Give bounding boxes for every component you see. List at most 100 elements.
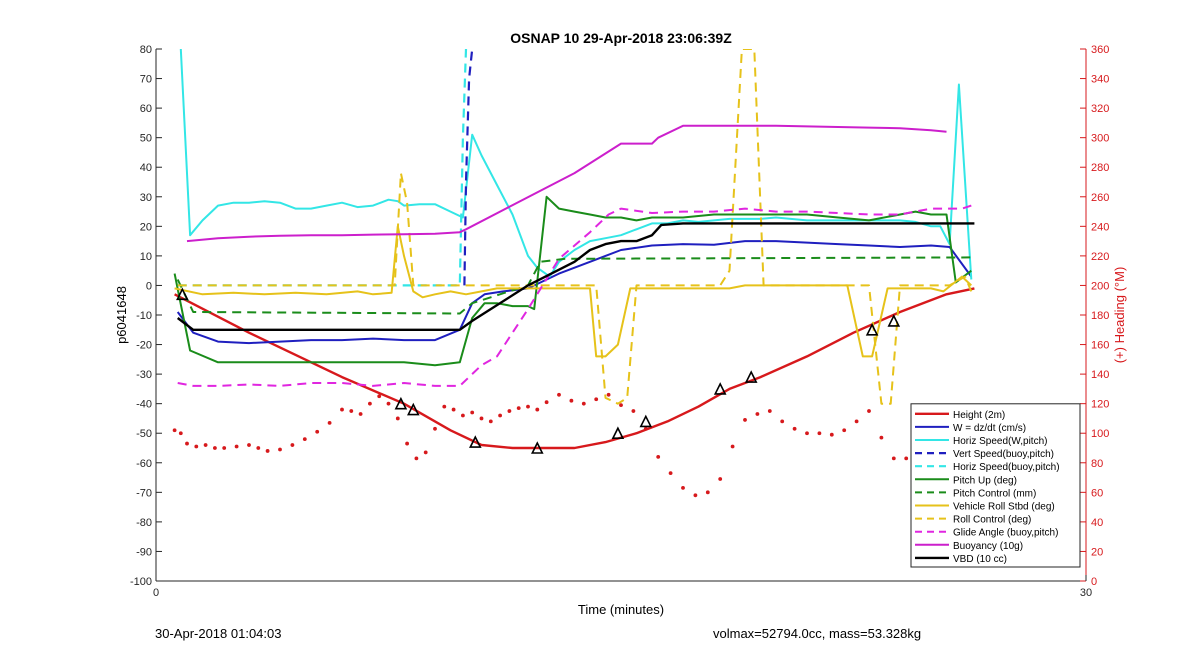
- y-tick-label-right: 140: [1091, 369, 1109, 381]
- y-tick-label-right: 60: [1091, 487, 1103, 499]
- y-tick-label-left: 10: [140, 251, 152, 263]
- heading-point: [535, 407, 540, 412]
- heading-point: [278, 447, 282, 452]
- legend-label-pitch-control-mm: Pitch Control (mm): [953, 488, 1036, 499]
- y-tick-label-left: 20: [140, 221, 152, 233]
- y-tick-label-right: 20: [1091, 546, 1103, 558]
- height-marker: [611, 426, 625, 440]
- y-tick-label-left: 30: [140, 192, 152, 204]
- y-tick-label-left: 0: [146, 280, 152, 292]
- heading-point: [315, 429, 320, 434]
- height-marker: [639, 414, 653, 428]
- heading-point: [451, 407, 456, 412]
- series-line-vbd-10-cc: [176, 222, 975, 331]
- heading-point: [213, 446, 217, 450]
- series-line-vehicle-roll-stbd-deg: [174, 225, 972, 358]
- heading-point: [867, 409, 871, 413]
- heading-point: [302, 437, 307, 442]
- y-tick-label-right: 160: [1091, 340, 1109, 352]
- legend-label-roll-control-deg: Roll Control (deg): [953, 515, 1031, 526]
- legend-label-horiz-speed-buoy-pitch: Horiz Speed(buoy,pitch): [953, 462, 1060, 473]
- heading-point: [755, 412, 760, 416]
- heading-point: [705, 490, 710, 495]
- series-line-buoyancy-10g: [186, 124, 947, 243]
- y-tick-label-left: -80: [136, 517, 152, 529]
- heading-point: [817, 431, 822, 436]
- series-line-roll-control-deg: [177, 49, 973, 405]
- heading-point: [829, 432, 834, 437]
- legend-label-vehicle-roll-stbd-deg: Vehicle Roll Stbd (deg): [953, 502, 1055, 513]
- footer-timestamp: 30-Apr-2018 01:04:03: [155, 626, 282, 641]
- x-axis-label: Time (minutes): [578, 602, 664, 617]
- heading-point: [594, 397, 599, 402]
- y-tick-label-right: 100: [1091, 428, 1109, 440]
- heading-point: [516, 406, 521, 410]
- y-axis-label-left: p6041648: [114, 286, 129, 344]
- y-tick-label-right: 120: [1091, 399, 1109, 411]
- y-tick-label-left: 60: [140, 103, 152, 115]
- heading-point: [265, 449, 270, 453]
- heading-point: [256, 446, 261, 450]
- heading-point: [767, 409, 772, 413]
- heading-point: [414, 456, 419, 461]
- legend-label-buoyancy-10g: Buoyancy (10g): [953, 541, 1023, 552]
- y-axis-label-right: (+) Heading (°M): [1112, 267, 1127, 364]
- heading-point: [433, 426, 437, 431]
- height-marker: [394, 396, 408, 410]
- heading-point: [718, 477, 723, 481]
- heading-point: [879, 435, 884, 440]
- legend-label-vert-speed-buoy-pitch: Vert Speed(buoy,pitch): [953, 449, 1054, 460]
- heading-point: [581, 401, 586, 406]
- heading-point: [247, 443, 251, 447]
- y-tick-label-left: -10: [136, 310, 152, 322]
- y-tick-label-right: 360: [1091, 44, 1109, 56]
- heading-point: [405, 441, 409, 446]
- heading-point: [792, 426, 797, 431]
- series-layer: [172, 49, 975, 498]
- heading-point: [619, 403, 623, 408]
- y-tick-label-right: 80: [1091, 458, 1103, 470]
- y-tick-label-left: 80: [140, 44, 152, 56]
- legend-label-w-dz-dt-cm-s: W = dz/dt (cm/s): [953, 423, 1026, 434]
- legend-label-glide-angle-buoy-pitch: Glide Angle (buoy,pitch): [953, 528, 1058, 539]
- heading-point: [730, 444, 735, 449]
- heading-point: [290, 443, 295, 447]
- heading-point: [423, 450, 428, 455]
- heading-point: [693, 493, 698, 498]
- heading-point: [194, 444, 199, 449]
- heading-point: [368, 401, 372, 406]
- heading-point: [780, 419, 785, 424]
- x-tick-label: 0: [153, 587, 159, 599]
- heading-point: [395, 416, 400, 421]
- heading-point: [479, 416, 484, 421]
- heading-point: [681, 486, 685, 490]
- heading-point: [557, 392, 561, 397]
- height-marker: [744, 370, 758, 383]
- heading-point: [842, 428, 847, 433]
- series-line-pitch-up-deg: [173, 195, 972, 367]
- heading-point: [470, 410, 475, 415]
- heading-point: [656, 454, 661, 459]
- heading-point: [488, 419, 493, 424]
- heading-point: [461, 413, 465, 418]
- series-line-glide-angle-buoy-pitch: [177, 204, 972, 387]
- height-marker: [865, 322, 879, 336]
- height-marker: [469, 435, 482, 448]
- heading-point: [172, 428, 177, 433]
- heading-point: [743, 418, 747, 422]
- heading-point: [507, 409, 512, 413]
- legend-label-height-2m: Height (2m): [953, 410, 1005, 421]
- y-tick-label-right: 180: [1091, 310, 1109, 322]
- heading-point: [442, 404, 447, 409]
- heading-point: [904, 456, 909, 461]
- y-tick-label-left: 50: [140, 133, 152, 145]
- chart-title: OSNAP 10 29-Apr-2018 23:06:39Z: [510, 30, 732, 46]
- y-tick-label-left: -30: [136, 369, 152, 381]
- heading-point: [222, 446, 227, 450]
- y-tick-label-left: 70: [140, 74, 152, 86]
- heading-point: [631, 409, 636, 413]
- y-tick-label-right: 220: [1091, 251, 1109, 263]
- height-marker: [176, 287, 189, 301]
- y-tick-label-right: 240: [1091, 221, 1109, 233]
